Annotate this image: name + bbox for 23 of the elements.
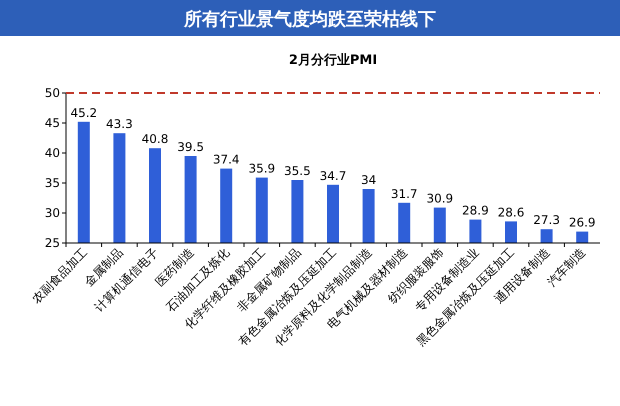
data-label: 37.4 xyxy=(212,152,240,167)
data-label: 35.9 xyxy=(248,162,276,176)
chart-subtitle: 2月分行业PMI xyxy=(288,53,378,68)
data-label: 31.7 xyxy=(390,186,418,201)
data-label: 27.3 xyxy=(533,213,560,228)
data-label: 26.9 xyxy=(568,216,596,230)
data-label: 28.6 xyxy=(498,205,524,220)
y-tick-label: 25 xyxy=(44,236,60,250)
data-label: 34 xyxy=(360,173,376,187)
data-label: 45.2 xyxy=(70,106,98,120)
data-label: 43.3 xyxy=(106,117,133,132)
data-label: 34.7 xyxy=(320,168,346,183)
y-tick-label: 50 xyxy=(44,86,60,100)
y-tick-label: 30 xyxy=(44,206,60,220)
y-tick-label: 45 xyxy=(44,116,60,130)
y-tick-label: 40 xyxy=(44,146,60,160)
y-tick-label: 35 xyxy=(44,176,60,190)
data-label: 28.9 xyxy=(462,204,489,218)
chart-title: 所有行业景气度均跌至荣枯线下 xyxy=(183,9,436,30)
data-label: 30.9 xyxy=(426,192,454,206)
data-label: 35.5 xyxy=(284,164,311,178)
data-label: 39.5 xyxy=(177,140,204,154)
data-label: 40.8 xyxy=(142,132,168,146)
